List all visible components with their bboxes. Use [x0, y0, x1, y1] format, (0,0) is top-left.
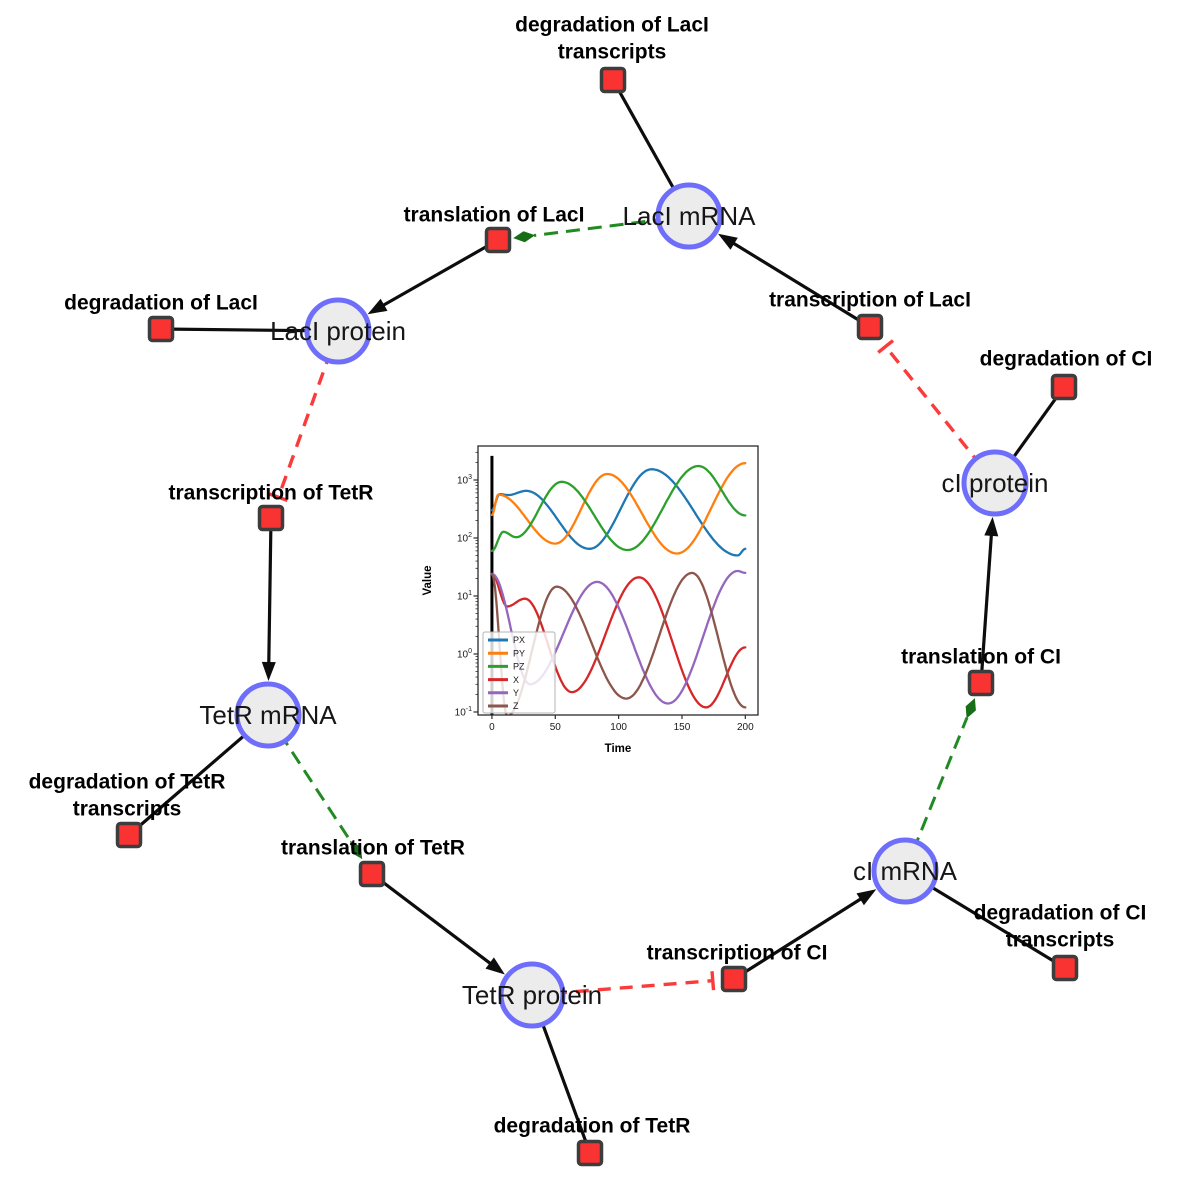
x-tick-label-150: 150	[674, 722, 691, 733]
x-tick-label-200: 200	[737, 722, 754, 733]
species-node-laci-protein	[304, 297, 372, 365]
edge-translation-of-tetr-to-tetr-protein	[371, 872, 505, 975]
reaction-node-transcription-of-ci	[720, 965, 748, 993]
nodes-layer	[115, 66, 1079, 1167]
arrowhead-icon	[984, 516, 999, 537]
legend-label-y: Y	[513, 688, 519, 698]
inhibition-tbar-icon	[268, 492, 288, 503]
reaction-label-translation-of-tetr: translation of TetR	[281, 837, 465, 860]
arrowhead-icon	[367, 298, 388, 315]
series-line-py	[490, 462, 747, 555]
reaction-label-deg-tetr-transcripts: degradation of TetR	[29, 771, 226, 794]
reaction-label-degradation-of-tetr: degradation of TetR	[494, 1115, 691, 1138]
reaction-node-translation-of-tetr	[358, 860, 386, 888]
edge-transcription-of-ci-to-ci-mrna	[733, 889, 877, 981]
species-node-ci-protein	[961, 449, 1029, 517]
reaction-node-degradation-of-tetr	[576, 1139, 604, 1167]
arrowhead-icon	[485, 957, 505, 975]
y-tick-label-10e3: 103	[457, 474, 472, 487]
legend-label-x: X	[513, 675, 519, 685]
x-tick-label-0: 0	[489, 722, 495, 733]
x-tick-label-100: 100	[610, 722, 627, 733]
reaction-label-degradation-of-laci: degradation of LacI	[64, 292, 258, 315]
reaction-node-deg-tetr-transcripts	[115, 821, 143, 849]
arrowhead-icon	[261, 661, 276, 681]
reaction-label-translation-of-ci: translation of CI	[901, 646, 1061, 669]
reaction-node-transcription-of-laci	[856, 313, 884, 341]
reaction-label-deg-tetr-transcripts-line2: transcripts	[73, 798, 182, 821]
reaction-label-deg-laci-transcripts-line2: transcripts	[558, 41, 667, 64]
legend-label-pz: PZ	[513, 662, 525, 672]
species-label-ci-mrna: cI mRNA	[853, 856, 958, 886]
species-label-tetr-protein: TetR protein	[462, 980, 602, 1010]
reaction-node-degradation-of-ci	[1050, 373, 1078, 401]
reaction-label-transcription-of-laci: transcription of LacI	[769, 289, 971, 312]
edge-transcription-of-tetr-to-tetr-mrna	[261, 517, 276, 681]
reaction-node-deg-ci-transcripts	[1051, 954, 1079, 982]
y-tick-label-10e2: 102	[457, 532, 472, 545]
reaction-label-deg-ci-transcripts-line2: transcripts	[1006, 929, 1115, 952]
series-line-x	[490, 572, 747, 709]
species-label-ci-protein: cI protein	[942, 468, 1049, 498]
y-tick-label-10e0: 100	[457, 648, 472, 661]
reaction-node-degradation-of-laci	[147, 315, 175, 343]
species-label-laci-mrna: LacI mRNA	[623, 201, 757, 231]
reaction-node-translation-of-ci	[967, 669, 995, 697]
x-tick-label-50: 50	[550, 722, 562, 733]
reaction-label-translation-of-laci: translation of LacI	[404, 204, 585, 227]
reaction-label-degradation-of-ci: degradation of CI	[980, 348, 1153, 371]
species-node-tetr-mrna	[234, 681, 302, 749]
chart-axes: 0 50 100 150 200 10-1 100 101 102 103 Time Value	[422, 445, 759, 755]
inhibition-tbar-icon	[877, 339, 895, 354]
species-node-tetr-protein	[498, 961, 566, 1029]
catalysis-arrowhead-icon	[350, 840, 363, 860]
edge-transcription-of-laci-to-laci-mrna	[718, 233, 871, 329]
species-label-tetr-mrna: TetR mRNA	[199, 700, 337, 730]
legend-label-py: PY	[513, 648, 525, 658]
reaction-node-deg-laci-transcripts	[599, 66, 627, 94]
chart: 0 50 100 150 20010-1100101102103TimeValuePXP…	[422, 445, 759, 755]
chart-legend: PX PY PZ XYZ	[482, 631, 556, 714]
series-line-px	[490, 468, 747, 557]
labels-layer: degradation of LacI transcripts translatio…	[29, 14, 1153, 1138]
y-tick-label-10e-1: 10-1	[455, 706, 472, 719]
reaction-node-transcription-of-tetr	[257, 504, 285, 532]
reaction-label-deg-laci-transcripts: degradation of LacI	[515, 14, 709, 37]
edge-translation-of-ci-to-ci-protein	[979, 516, 999, 684]
legend-label-px: PX	[513, 635, 525, 645]
arrowhead-icon	[856, 889, 877, 906]
y-axis-label: Value	[422, 565, 434, 595]
legend-label-z: Z	[513, 701, 519, 711]
inhibition-tbar-icon	[710, 971, 716, 991]
reaction-label-transcription-of-ci: transcription of CI	[647, 942, 828, 965]
reaction-label-deg-ci-transcripts: degradation of CI	[974, 902, 1147, 925]
reaction-label-transcription-of-tetr: transcription of TetR	[169, 482, 374, 505]
catalysis-arrowhead-icon	[965, 698, 976, 719]
series-line-pz	[490, 464, 747, 553]
reaction-node-translation-of-laci	[484, 226, 512, 254]
catalysis-arrowhead-icon	[513, 231, 536, 243]
species-node-laci-mrna	[655, 182, 723, 250]
species-label-laci-protein: LacI protein	[270, 316, 406, 346]
arrowhead-icon	[718, 233, 738, 250]
species-node-ci-mrna	[871, 837, 939, 905]
y-tick-label-10e1: 101	[457, 590, 472, 603]
edge-translation-of-laci-to-laci-protein	[367, 238, 499, 315]
x-axis-label: Time	[605, 743, 632, 755]
